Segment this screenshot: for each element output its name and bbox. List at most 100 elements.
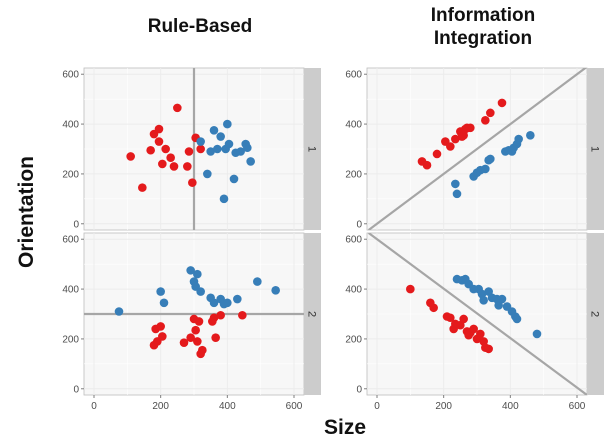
point-category-A	[156, 322, 165, 331]
point-category-B	[229, 174, 239, 184]
point-category-B	[159, 298, 169, 308]
point-category-B	[452, 189, 462, 199]
panel-1: 0 200 400 600	[345, 67, 588, 231]
point-category-A	[194, 317, 204, 326]
point-category-B	[526, 130, 535, 140]
y-tick-label: 400	[345, 120, 362, 131]
point-category-A	[466, 123, 475, 133]
point-category-A	[173, 103, 182, 113]
point-category-A	[459, 314, 468, 324]
row-strip-2	[587, 233, 604, 395]
point-category-A	[451, 134, 460, 144]
y-tick-label: 400	[345, 285, 362, 296]
row-strip-label: 1	[589, 146, 601, 152]
point-category-A	[183, 162, 192, 171]
point-category-B	[216, 132, 225, 141]
x-tick-label: 600	[569, 401, 586, 412]
point-category-A	[179, 338, 189, 347]
point-category-A	[198, 345, 207, 355]
y-tick-label: 200	[345, 169, 362, 180]
point-category-A	[161, 144, 170, 154]
point-category-B	[497, 294, 507, 304]
point-category-A	[209, 313, 219, 323]
panel-3: 0 200 400 600 0 200 400 600	[345, 232, 588, 412]
point-category-A	[432, 149, 442, 159]
point-category-B	[271, 286, 280, 295]
point-category-B	[209, 126, 219, 135]
x-tick-label: 200	[152, 401, 169, 412]
point-category-A	[188, 178, 197, 187]
row-strip-label: 2	[306, 311, 318, 317]
y-tick-label: 200	[62, 334, 79, 345]
column-title-1-line-0: Information	[431, 5, 536, 26]
point-category-A	[486, 108, 495, 118]
point-category-B	[206, 147, 215, 156]
x-axis-title: Size	[324, 416, 366, 439]
x-tick-label: 0	[91, 401, 97, 412]
point-category-B	[486, 154, 495, 164]
point-category-B	[233, 294, 242, 304]
row-strip-label: 2	[589, 311, 601, 317]
point-category-A	[238, 310, 247, 320]
row-strip-1	[304, 68, 321, 230]
y-tick-label: 0	[73, 219, 79, 230]
point-category-B	[224, 139, 234, 149]
point-category-A	[193, 337, 202, 346]
point-category-A	[497, 98, 507, 108]
point-category-B	[193, 269, 202, 279]
point-category-B	[243, 143, 252, 153]
point-category-A	[158, 159, 167, 169]
x-tick-label: 600	[286, 401, 303, 412]
point-category-A	[146, 145, 155, 155]
point-category-A	[158, 332, 167, 341]
y-tick-label: 400	[62, 285, 79, 296]
point-category-A	[154, 124, 164, 134]
point-category-B	[219, 194, 229, 204]
point-category-B	[203, 169, 212, 179]
column-title-0-line-0: Rule-Based	[148, 16, 253, 37]
panel-2: 0 200 400 600 0 200 400 600	[62, 232, 305, 412]
point-category-B	[532, 329, 542, 339]
point-category-A	[446, 142, 455, 151]
y-tick-label: 200	[345, 334, 362, 345]
x-tick-label: 400	[502, 401, 519, 412]
y-tick-label: 600	[62, 235, 79, 246]
point-category-A	[184, 147, 194, 156]
point-category-B	[213, 144, 222, 154]
point-category-A	[211, 333, 220, 342]
y-tick-label: 0	[356, 384, 362, 395]
y-axis-title: Orientation	[15, 156, 38, 268]
point-category-A	[484, 344, 493, 354]
point-category-A	[481, 116, 490, 125]
point-category-B	[479, 295, 488, 305]
point-category-B	[223, 119, 232, 129]
point-category-B	[196, 137, 205, 146]
y-tick-label: 600	[345, 235, 362, 246]
column-title-1-line-1: Integration	[434, 28, 532, 49]
point-category-A	[422, 160, 432, 170]
point-category-A	[169, 162, 179, 171]
point-category-A	[186, 333, 195, 342]
x-tick-label: 400	[219, 401, 236, 412]
panel-0: 0 200 400 600	[62, 67, 305, 231]
point-category-B	[186, 266, 195, 275]
point-category-B	[196, 287, 205, 296]
point-category-A	[446, 313, 455, 323]
y-tick-label: 400	[62, 120, 79, 131]
point-category-A	[138, 183, 147, 192]
point-category-A	[469, 324, 478, 334]
point-category-A	[196, 144, 205, 154]
point-category-B	[156, 287, 165, 296]
y-tick-label: 200	[62, 169, 79, 180]
point-category-A	[126, 152, 135, 161]
y-tick-label: 600	[62, 70, 79, 81]
point-category-A	[154, 137, 164, 146]
point-category-B	[209, 298, 219, 308]
point-category-B	[236, 147, 245, 156]
point-category-A	[166, 153, 175, 163]
point-category-B	[481, 164, 490, 174]
decision-boundary	[368, 68, 587, 230]
point-category-B	[246, 157, 255, 166]
row-strip-1	[587, 68, 604, 230]
point-category-B	[223, 298, 232, 308]
